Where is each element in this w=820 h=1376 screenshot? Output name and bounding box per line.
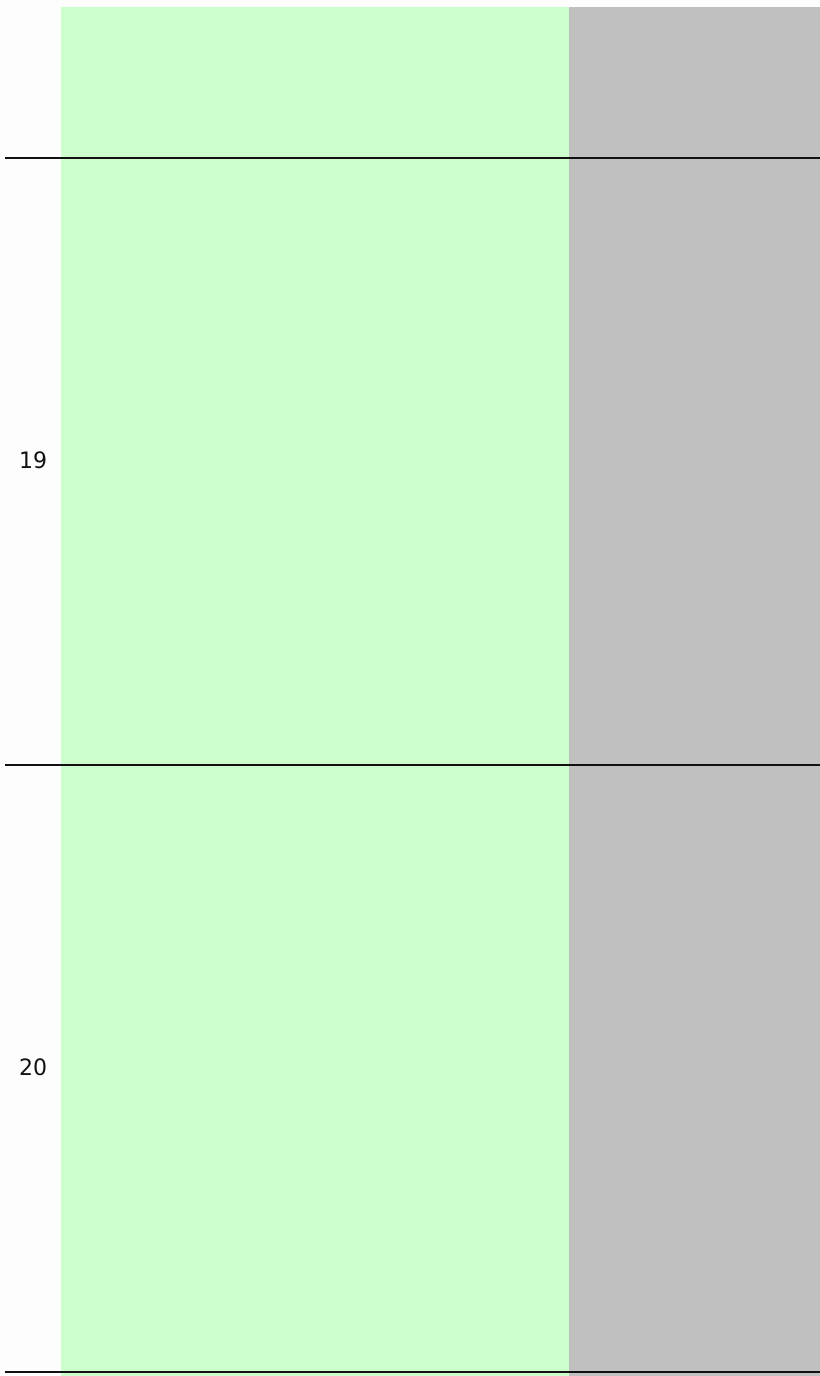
row-divider	[5, 764, 820, 766]
row-label: 19	[19, 448, 47, 474]
row-divider	[5, 157, 820, 159]
gray-column	[569, 7, 820, 1376]
green-column	[61, 7, 569, 1376]
row-label: 20	[19, 1055, 47, 1081]
row-divider	[5, 1371, 820, 1373]
